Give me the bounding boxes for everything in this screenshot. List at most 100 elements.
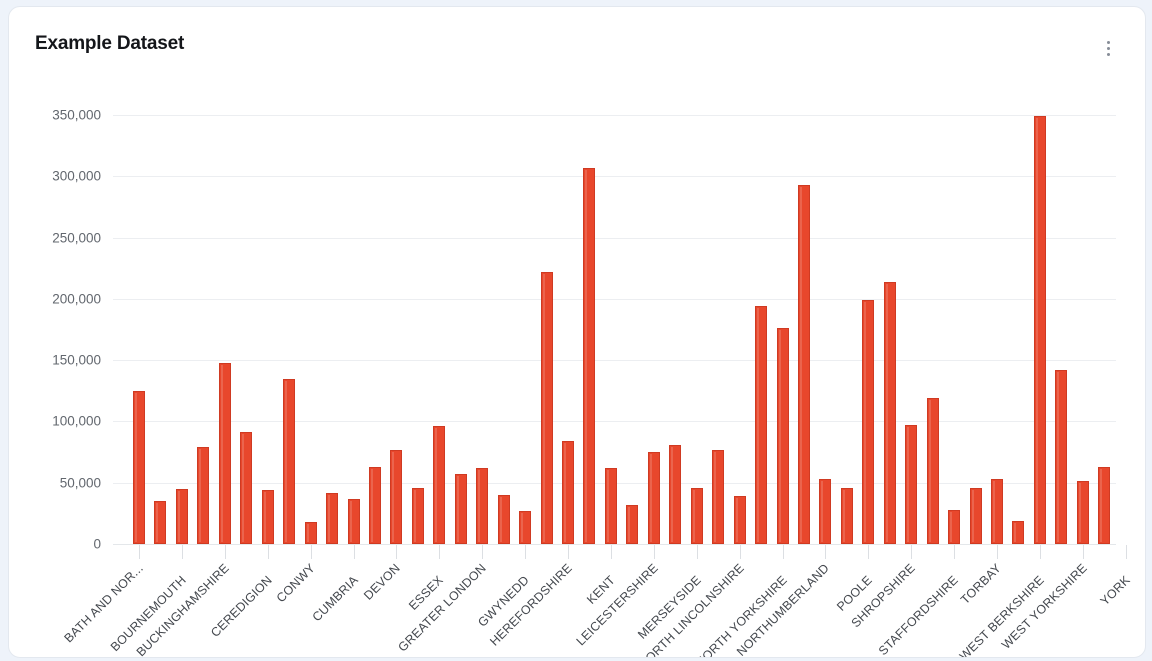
x-axis-tick-mark	[954, 545, 956, 559]
bar[interactable]	[669, 444, 682, 544]
bar[interactable]	[476, 468, 489, 544]
bar[interactable]	[218, 362, 231, 544]
bar-highlight	[692, 489, 695, 542]
bar[interactable]	[197, 447, 210, 544]
bar[interactable]	[433, 426, 446, 544]
bar-highlight	[349, 500, 352, 542]
bar-highlight	[306, 523, 309, 542]
bar[interactable]	[1033, 116, 1046, 544]
bar-highlight	[564, 443, 566, 542]
x-axis-tick-mark	[739, 545, 741, 559]
bar[interactable]	[840, 487, 853, 544]
bar-highlight	[328, 494, 331, 542]
y-axis-tick-label: 250,000	[52, 230, 101, 246]
bar[interactable]	[283, 378, 296, 544]
y-axis-tick-label: 150,000	[52, 352, 101, 368]
x-axis-tick-mark	[782, 545, 784, 559]
bar-highlight	[177, 490, 180, 542]
bar[interactable]	[647, 452, 660, 544]
x-axis-tick-mark	[868, 545, 870, 559]
bar[interactable]	[755, 306, 768, 544]
bar[interactable]	[797, 184, 810, 544]
bar-highlight	[135, 392, 137, 542]
bar-highlight	[478, 470, 481, 542]
bar[interactable]	[604, 468, 617, 544]
bar[interactable]	[1012, 520, 1025, 544]
bar[interactable]	[776, 328, 789, 544]
bar[interactable]	[926, 398, 939, 544]
bar-highlight	[864, 302, 867, 542]
x-axis-tick-mark	[1039, 545, 1041, 559]
kebab-dot	[1106, 46, 1110, 50]
bar-highlight	[1078, 483, 1081, 542]
bar[interactable]	[175, 488, 188, 544]
x-axis-tick-label: CONWY	[273, 561, 318, 606]
y-axis-tick-label: 100,000	[52, 413, 101, 429]
bar[interactable]	[326, 492, 339, 544]
bar[interactable]	[562, 441, 574, 544]
x-axis-tick-mark	[825, 545, 827, 559]
bar[interactable]	[540, 271, 553, 544]
bar[interactable]	[154, 501, 167, 544]
bar-highlight	[521, 512, 524, 542]
bar[interactable]	[261, 490, 274, 544]
bar-highlight	[971, 489, 974, 542]
bar[interactable]	[948, 509, 961, 544]
x-axis-tick-mark	[525, 545, 527, 559]
bar[interactable]	[1098, 466, 1111, 544]
bar-highlight	[263, 492, 266, 542]
bar[interactable]	[347, 498, 360, 544]
bar[interactable]	[368, 466, 381, 544]
bar[interactable]	[133, 390, 145, 544]
bar[interactable]	[733, 496, 746, 544]
bar[interactable]	[991, 479, 1003, 544]
x-axis-tick-mark	[1082, 545, 1084, 559]
bar[interactable]	[626, 504, 639, 544]
gridline	[113, 115, 1116, 116]
bar[interactable]	[411, 487, 424, 544]
bar[interactable]	[454, 474, 467, 544]
card-header: Example Dataset	[9, 7, 1145, 79]
x-axis-tick-mark	[310, 545, 312, 559]
bar[interactable]	[583, 167, 596, 544]
bar[interactable]	[712, 449, 725, 544]
bar-highlight	[671, 446, 674, 542]
bar-highlight	[757, 308, 760, 542]
bar-highlight	[606, 470, 609, 542]
x-axis-tick-mark	[653, 545, 655, 559]
x-axis-tick-mark	[224, 545, 226, 559]
bar[interactable]	[969, 487, 982, 544]
bar[interactable]	[497, 494, 510, 544]
bar-highlight	[1057, 371, 1060, 542]
bar-highlight	[842, 489, 845, 542]
bar-highlight	[735, 498, 738, 542]
bar-highlight	[714, 451, 717, 542]
gridline	[113, 237, 1116, 239]
bar[interactable]	[304, 521, 317, 544]
bar-highlight	[993, 481, 995, 542]
bar-highlight	[1035, 118, 1038, 542]
gridline	[113, 360, 1116, 362]
bar-highlight	[1014, 522, 1017, 542]
bar-highlight	[885, 283, 888, 542]
bar[interactable]	[240, 432, 253, 544]
x-axis-tick-mark	[911, 545, 913, 559]
x-axis-tick-mark	[1125, 545, 1127, 559]
bar[interactable]	[905, 425, 918, 544]
bar-chart-plot: 0 50,000 100,000 150,000 200,000 250,000 300,0…	[9, 7, 1145, 658]
x-axis-tick-label: DEVON	[361, 561, 404, 603]
x-axis-tick-mark	[396, 545, 398, 559]
x-axis-tick-mark	[997, 545, 998, 559]
bar[interactable]	[1076, 481, 1089, 544]
bar[interactable]	[1055, 369, 1068, 544]
bar[interactable]	[519, 510, 532, 544]
bar[interactable]	[883, 281, 896, 544]
y-axis-tick-label: 200,000	[52, 291, 101, 307]
bar[interactable]	[862, 300, 875, 544]
bar[interactable]	[690, 487, 703, 544]
x-axis-tick-mark	[181, 545, 183, 559]
bar[interactable]	[819, 479, 832, 544]
bar-highlight	[220, 364, 223, 542]
kebab-menu-icon[interactable]	[1094, 33, 1122, 63]
bar[interactable]	[390, 449, 403, 544]
